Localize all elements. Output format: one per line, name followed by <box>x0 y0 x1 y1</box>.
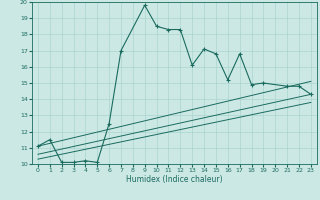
X-axis label: Humidex (Indice chaleur): Humidex (Indice chaleur) <box>126 175 223 184</box>
